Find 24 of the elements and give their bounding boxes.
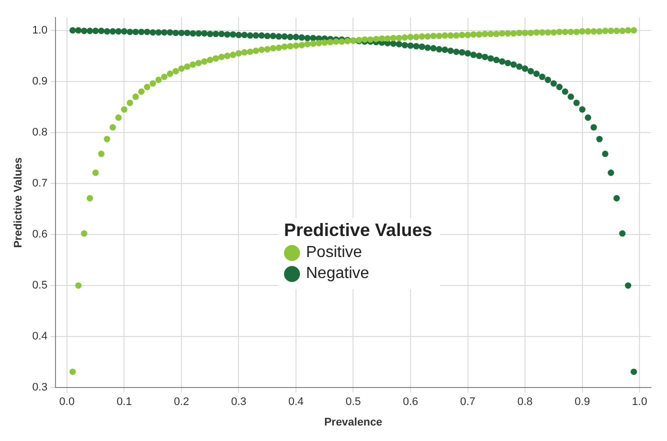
x-axis-title: Prevalence [324, 416, 382, 428]
y-tick-label: 0.6 [32, 228, 48, 241]
x-tick-label: 0.1 [116, 396, 132, 408]
legend-title: Predictive Values [284, 220, 432, 241]
y-tick-label: 0.7 [32, 177, 48, 190]
x-tick-label: 0.3 [231, 396, 246, 408]
x-tick-label: 0.2 [174, 396, 190, 408]
x-tick-label: 0.9 [574, 396, 590, 408]
y-tick-label: 0.8 [32, 126, 48, 138]
x-tick-label: 0.8 [517, 396, 533, 408]
y-axis-title: Predictive Values [12, 157, 25, 248]
y-tick-label: 1.0 [32, 24, 48, 36]
y-tick-label: 0.3 [32, 382, 48, 394]
y-tick-label: 0.5 [32, 280, 48, 292]
x-tick-label: 0.6 [402, 396, 418, 408]
x-tick-label: 0.0 [59, 396, 75, 408]
x-tick-label: 0.7 [460, 396, 476, 408]
x-tick-label: 1.0 [632, 396, 648, 408]
y-tick-label: 0.9 [32, 75, 48, 88]
legend-label: Positive [306, 244, 362, 262]
x-tick-label: 0.5 [346, 396, 361, 408]
x-tick-label: 0.4 [288, 396, 304, 408]
y-tick-label: 0.4 [32, 330, 48, 343]
legend-label: Negative [306, 265, 370, 283]
